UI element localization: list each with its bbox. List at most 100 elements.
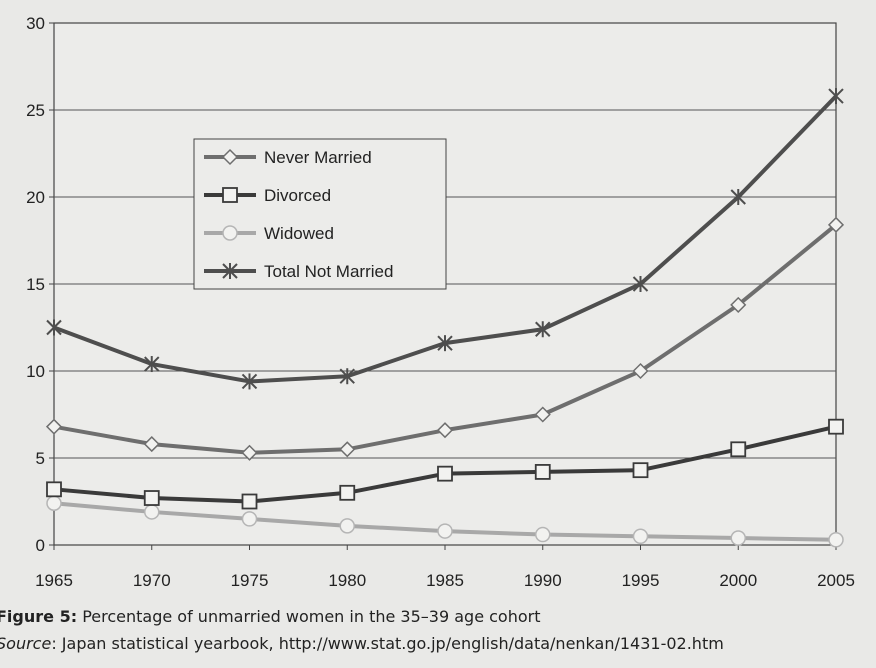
diamond-marker [45, 418, 63, 435]
x-tick-label: 1985 [426, 571, 464, 590]
legend-item-divorced: Divorced [204, 186, 331, 205]
diamond-shape [221, 148, 239, 166]
square-marker [143, 490, 160, 506]
y-tick-label: 20 [26, 188, 45, 207]
circle-shape [437, 523, 453, 539]
x-tick-label: 1990 [524, 571, 562, 590]
square-marker [730, 441, 747, 458]
diamond-shape [827, 216, 845, 233]
x-tick-label: 1995 [622, 571, 660, 590]
asterisk-marker [144, 356, 160, 373]
source-label: Source [0, 634, 52, 653]
figure-caption: Figure 5: Percentage of unmarried women … [0, 607, 540, 626]
asterisk-marker [535, 321, 551, 338]
diamond-shape [339, 441, 356, 458]
square-marker [632, 462, 649, 479]
asterisk-marker [730, 189, 746, 205]
diamond-marker [436, 422, 454, 439]
circle-shape [730, 530, 746, 546]
legend-label: Never Married [264, 148, 372, 167]
circle-shape [46, 495, 62, 511]
diamond-shape [436, 422, 454, 439]
x-axis-ticks: 1965 1970 1975 1980 1985 1990 1995 2000 2005 [35, 545, 855, 590]
legend: Never Married Divorced Widowed Total Not Ma… [193, 138, 447, 290]
circle-shape [632, 528, 649, 545]
circle-shape [222, 225, 238, 241]
square-shape [241, 493, 258, 510]
circle-marker [730, 530, 746, 546]
circle-marker [46, 495, 62, 511]
line-chart: 0 5 10 15 20 25 30 1965 1970 1975 1980 1985 1990 199… [26, 14, 855, 590]
diamond-marker [143, 436, 160, 453]
square-shape [828, 418, 844, 435]
diamond-marker [730, 296, 747, 313]
asterisk-marker [632, 276, 649, 292]
asterisk-marker [222, 263, 238, 279]
y-axis-ticks: 0 5 10 15 20 25 30 [26, 14, 54, 555]
figure-text: Percentage of unmarried women in the 35–… [77, 607, 541, 626]
legend-label: Total Not Married [264, 262, 393, 281]
square-marker [828, 418, 844, 435]
series-widowed [46, 495, 844, 548]
diamond-shape [730, 296, 747, 313]
square-shape [632, 462, 649, 479]
x-tick-label: 2000 [719, 571, 757, 590]
square-marker [46, 481, 62, 498]
square-shape [222, 187, 238, 203]
square-shape [730, 441, 747, 458]
square-shape [143, 490, 160, 506]
legend-item-widowed: Widowed [204, 224, 334, 243]
circle-marker [632, 528, 649, 545]
circle-marker [144, 504, 160, 520]
diamond-marker [827, 216, 845, 233]
diamond-marker [221, 148, 239, 166]
asterisk-marker [339, 368, 355, 385]
source-text: : Japan statistical yearbook, http://www… [51, 634, 724, 653]
square-shape [46, 481, 62, 498]
series-total-not-married [46, 88, 844, 390]
legend-label: Divorced [264, 186, 331, 205]
circle-marker [222, 225, 238, 241]
diamond-marker [632, 362, 649, 380]
y-tick-label: 30 [26, 14, 45, 33]
square-marker [339, 484, 356, 501]
square-shape [339, 484, 356, 501]
circle-marker [241, 511, 258, 527]
x-tick-label: 1965 [35, 571, 73, 590]
y-tick-label: 5 [36, 449, 45, 468]
x-tick-label: 2005 [817, 571, 855, 590]
diamond-marker [534, 406, 551, 423]
square-shape [437, 465, 453, 482]
y-tick-label: 10 [26, 362, 45, 381]
series-group [45, 88, 845, 548]
y-tick-label: 0 [36, 536, 45, 555]
circle-shape [535, 526, 551, 543]
diamond-shape [241, 444, 258, 461]
legend-item-never-married: Never Married [204, 148, 372, 167]
y-tick-label: 25 [26, 101, 45, 120]
asterisk-marker [46, 319, 62, 336]
square-marker [437, 465, 453, 482]
square-shape [534, 464, 551, 480]
circle-marker [535, 526, 551, 543]
diamond-marker [339, 441, 356, 458]
asterisk-marker [437, 335, 453, 352]
diamond-marker [241, 444, 258, 461]
x-tick-label: 1975 [231, 571, 269, 590]
circle-shape [339, 518, 355, 534]
diamond-shape [143, 436, 160, 453]
circle-marker [828, 532, 844, 548]
asterisk-marker [828, 88, 844, 105]
source-caption: Source: Japan statistical yearbook, http… [0, 634, 724, 653]
y-tick-label: 15 [26, 275, 45, 294]
circle-shape [241, 511, 258, 527]
diamond-shape [534, 406, 551, 423]
series-never-married [45, 216, 845, 461]
legend-label: Widowed [264, 224, 334, 243]
square-marker [534, 464, 551, 480]
series-divorced [46, 418, 844, 510]
legend-item-total-not-married: Total Not Married [204, 262, 393, 281]
diamond-shape [45, 418, 63, 435]
x-tick-label: 1970 [133, 571, 171, 590]
asterisk-marker [241, 373, 258, 390]
